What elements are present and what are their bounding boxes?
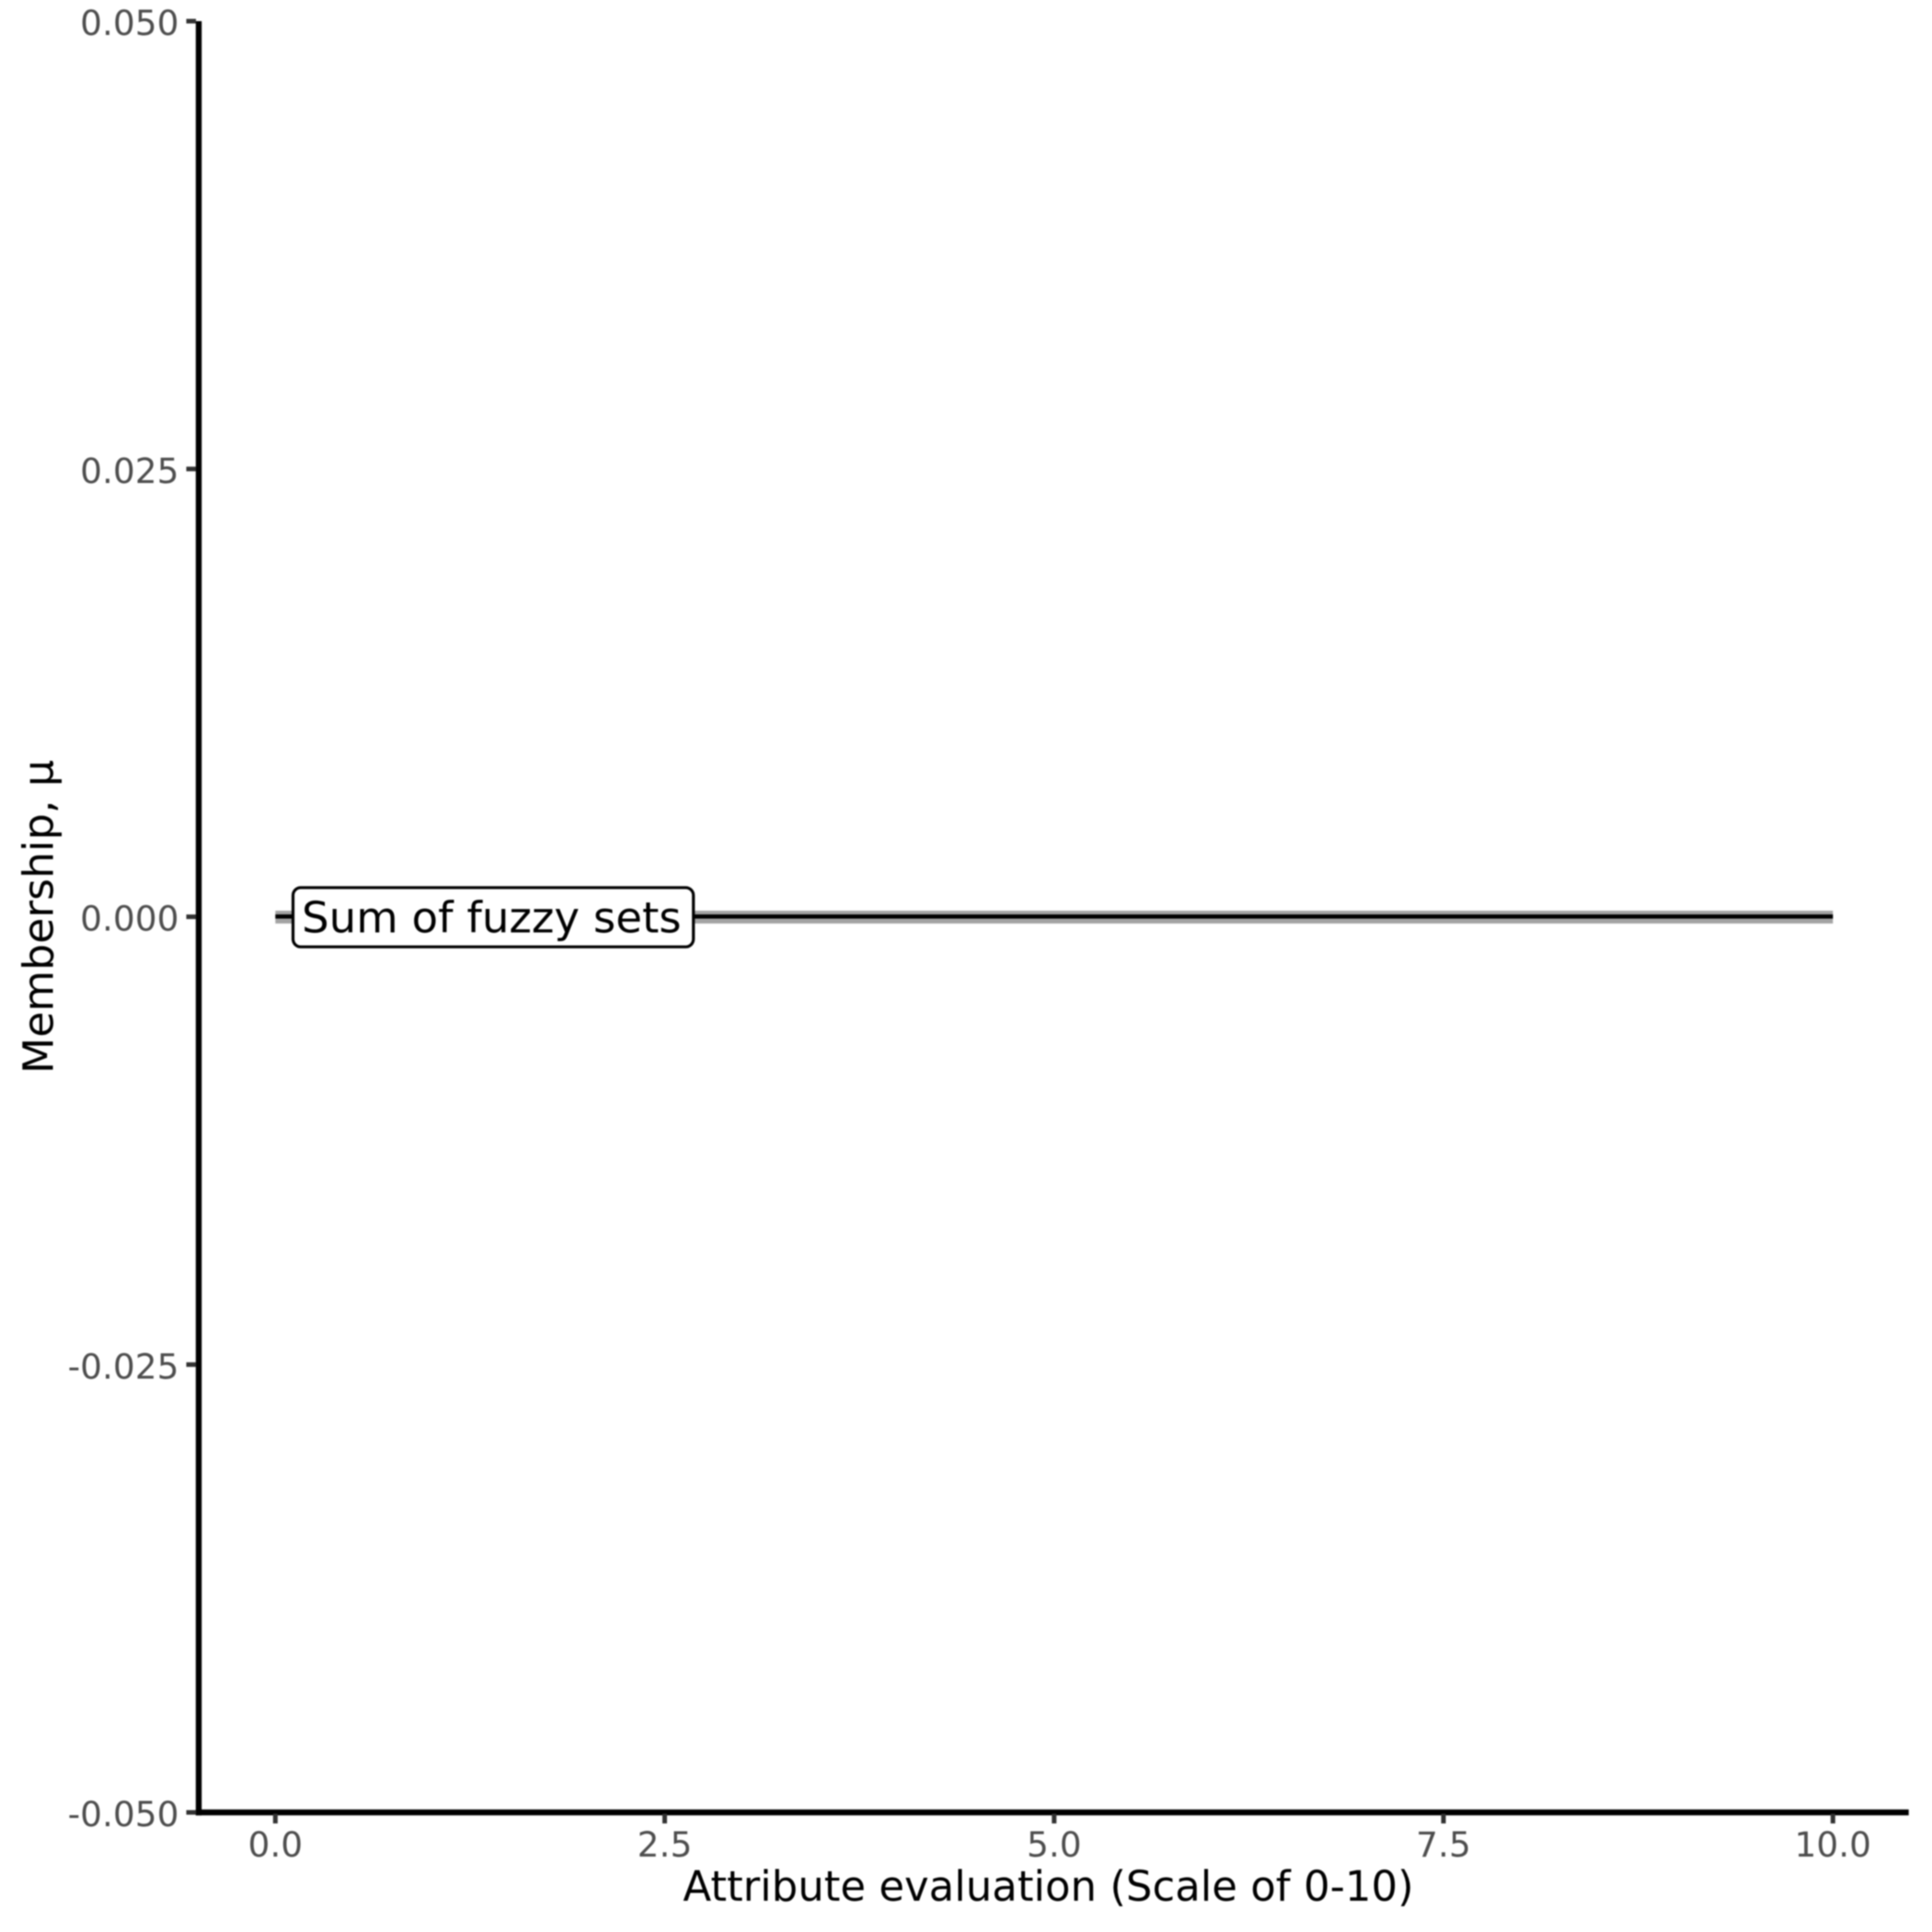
svg-text:-0.025: -0.025 bbox=[68, 1346, 179, 1386]
svg-text:0.0: 0.0 bbox=[247, 1824, 303, 1865]
svg-text:Attribute evaluation (Scale of: Attribute evaluation (Scale of 0-10) bbox=[683, 1862, 1413, 1911]
svg-text:10.0: 10.0 bbox=[1795, 1824, 1872, 1865]
svg-text:0.025: 0.025 bbox=[80, 451, 178, 491]
svg-text:-0.050: -0.050 bbox=[68, 1794, 179, 1834]
svg-text:0.000: 0.000 bbox=[80, 899, 178, 939]
svg-text:2.5: 2.5 bbox=[638, 1824, 693, 1865]
svg-text:5.0: 5.0 bbox=[1027, 1824, 1082, 1865]
svg-text:7.5: 7.5 bbox=[1416, 1824, 1471, 1865]
svg-text:Membership, μ: Membership, μ bbox=[14, 760, 63, 1074]
svg-text:0.050: 0.050 bbox=[80, 3, 178, 43]
svg-text:Sum of fuzzy sets: Sum of fuzzy sets bbox=[302, 894, 682, 944]
